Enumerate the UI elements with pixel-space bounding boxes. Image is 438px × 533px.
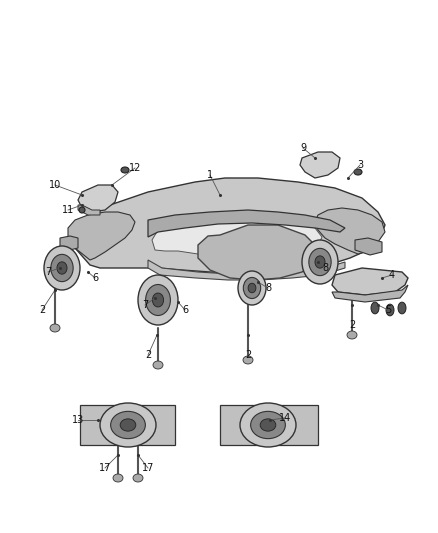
Ellipse shape [248, 283, 256, 293]
Text: 7: 7 [45, 267, 51, 277]
Polygon shape [78, 205, 100, 215]
Ellipse shape [243, 356, 253, 364]
Text: 2: 2 [349, 320, 355, 330]
Text: 6: 6 [182, 305, 188, 315]
Text: 14: 14 [279, 413, 291, 423]
Ellipse shape [386, 304, 394, 316]
Ellipse shape [44, 246, 80, 290]
Ellipse shape [244, 278, 261, 298]
Text: 17: 17 [99, 463, 111, 473]
Polygon shape [332, 268, 408, 295]
Ellipse shape [240, 403, 296, 447]
Ellipse shape [315, 256, 325, 268]
Ellipse shape [50, 324, 60, 332]
Polygon shape [332, 285, 408, 302]
Ellipse shape [133, 474, 143, 482]
Text: 6: 6 [92, 273, 98, 283]
Text: 2: 2 [245, 350, 251, 360]
Polygon shape [198, 225, 318, 280]
Polygon shape [75, 178, 385, 273]
Ellipse shape [309, 248, 331, 276]
Ellipse shape [153, 361, 163, 369]
Polygon shape [148, 260, 345, 280]
Text: 3: 3 [357, 160, 363, 170]
Ellipse shape [57, 262, 67, 274]
Text: 11: 11 [62, 205, 74, 215]
Polygon shape [220, 405, 318, 445]
Text: 9: 9 [300, 143, 306, 153]
Ellipse shape [121, 167, 129, 173]
Ellipse shape [260, 419, 276, 431]
Ellipse shape [138, 275, 178, 325]
Text: 10: 10 [49, 180, 61, 190]
Text: 1: 1 [207, 170, 213, 180]
Ellipse shape [152, 293, 164, 307]
Ellipse shape [354, 169, 362, 175]
Polygon shape [315, 208, 385, 254]
Text: 2: 2 [145, 350, 151, 360]
Polygon shape [152, 214, 322, 259]
Ellipse shape [302, 240, 338, 284]
Polygon shape [80, 405, 175, 445]
Ellipse shape [100, 403, 156, 447]
Text: 5: 5 [385, 305, 391, 315]
Polygon shape [78, 185, 118, 212]
Text: 12: 12 [129, 163, 141, 173]
Ellipse shape [398, 302, 406, 314]
Polygon shape [355, 238, 382, 255]
Ellipse shape [113, 474, 123, 482]
Ellipse shape [371, 302, 379, 314]
Text: 2: 2 [39, 305, 45, 315]
Text: 8: 8 [322, 263, 328, 273]
Text: 8: 8 [265, 283, 271, 293]
Text: 7: 7 [142, 300, 148, 310]
Text: 13: 13 [72, 415, 84, 425]
Ellipse shape [251, 411, 286, 439]
Ellipse shape [111, 411, 145, 439]
Text: 4: 4 [389, 270, 395, 280]
Ellipse shape [120, 419, 136, 431]
Polygon shape [60, 236, 78, 250]
Polygon shape [68, 212, 135, 260]
Polygon shape [300, 152, 340, 178]
Ellipse shape [51, 254, 73, 281]
Ellipse shape [238, 271, 266, 305]
Text: 17: 17 [142, 463, 154, 473]
Ellipse shape [79, 207, 85, 213]
Ellipse shape [145, 285, 170, 316]
Ellipse shape [347, 331, 357, 339]
Polygon shape [148, 210, 345, 237]
